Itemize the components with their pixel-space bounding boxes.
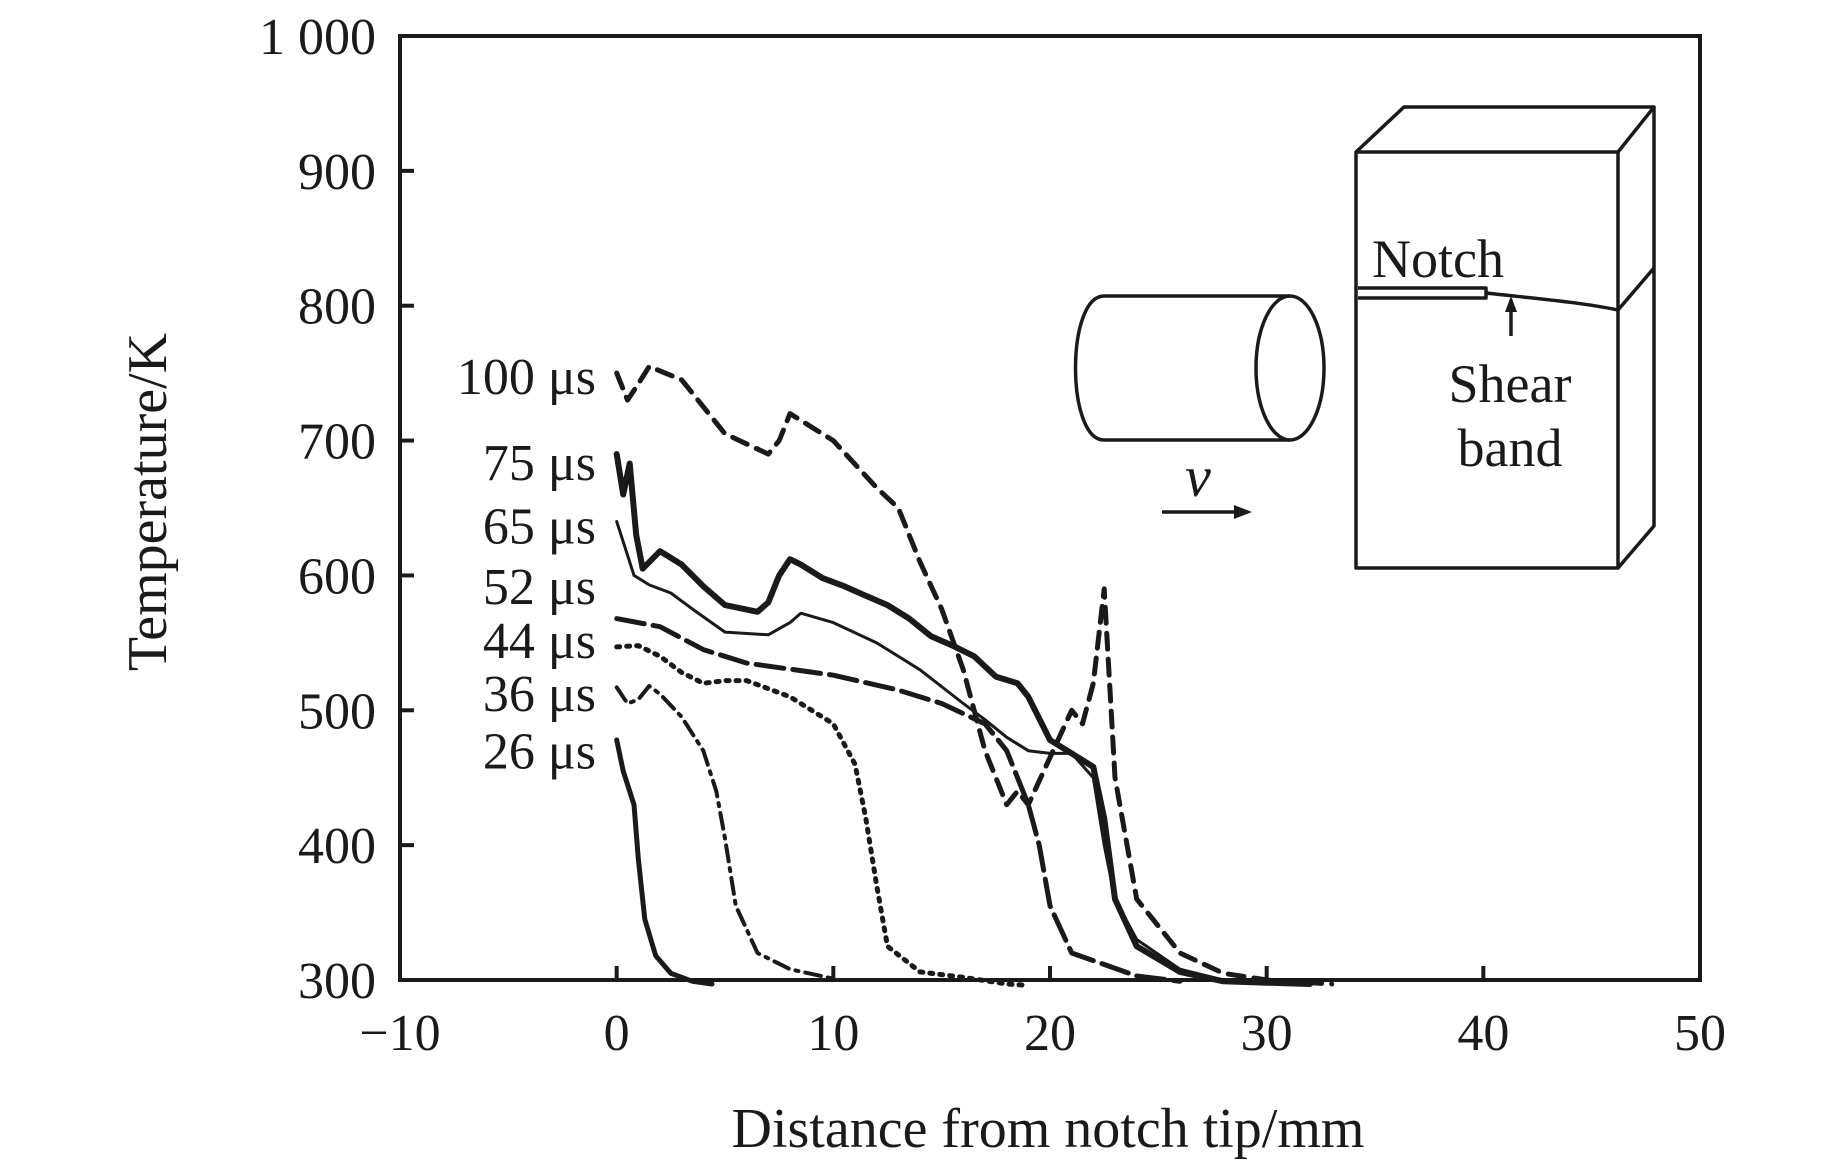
series-label: 44 μs xyxy=(483,613,596,670)
series-line-1 xyxy=(614,684,836,981)
velocity-arrow: v xyxy=(1162,444,1252,519)
series-line-6 xyxy=(614,363,1335,987)
x-tick-label: 20 xyxy=(1024,1005,1076,1062)
shear-band-label-line1: Shear xyxy=(1449,354,1572,414)
x-tick-label: 40 xyxy=(1457,1005,1509,1062)
series-line-2 xyxy=(614,643,1031,988)
y-tick-label: 300 xyxy=(298,953,376,1010)
x-axis-title: Distance from notch tip/mm xyxy=(732,1098,1365,1160)
shear-band-line xyxy=(1485,291,1619,312)
y-axis-title: Temperature/K xyxy=(117,333,179,671)
velocity-label: v xyxy=(1185,444,1211,509)
y-tick-label: 800 xyxy=(298,279,376,336)
series-label: 100 μs xyxy=(457,349,596,406)
y-tick-label: 600 xyxy=(298,548,376,605)
inset-schematic: v Notch Shear band xyxy=(1073,105,1656,570)
series-line-0 xyxy=(614,737,715,987)
x-tick-label: 0 xyxy=(604,1005,630,1062)
series-label: 52 μs xyxy=(483,559,596,616)
y-tick-label: 700 xyxy=(298,414,376,471)
notch-slot xyxy=(1358,286,1488,300)
specimen-block: Notch Shear band xyxy=(1354,105,1656,570)
series-label: 75 μs xyxy=(483,435,596,492)
series-line-3 xyxy=(614,616,1183,984)
notch-label: Notch xyxy=(1372,229,1504,289)
x-tick-label: 10 xyxy=(807,1005,859,1062)
series-line-5 xyxy=(613,451,1313,987)
series-group xyxy=(613,363,1335,988)
projectile-cylinder xyxy=(1073,294,1326,442)
shear-band-label-line2: band xyxy=(1458,418,1563,478)
y-tick-label: 1 000 xyxy=(259,9,376,66)
y-tick-label: 400 xyxy=(298,818,376,875)
y-tick-label: 500 xyxy=(298,683,376,740)
x-tick-label: 50 xyxy=(1674,1005,1726,1062)
x-tick-label: −10 xyxy=(359,1005,440,1062)
axes: −10 0 10 20 30 40 50 300 400 500 600 700 800 900 1 000 xyxy=(259,9,1726,1062)
x-tick-label: 30 xyxy=(1241,1005,1293,1062)
series-label: 65 μs xyxy=(483,499,596,556)
series-label: 36 μs xyxy=(483,666,596,723)
y-tick-label: 900 xyxy=(298,144,376,201)
series-line-4 xyxy=(615,520,1312,986)
series-label: 26 μs xyxy=(483,724,596,781)
